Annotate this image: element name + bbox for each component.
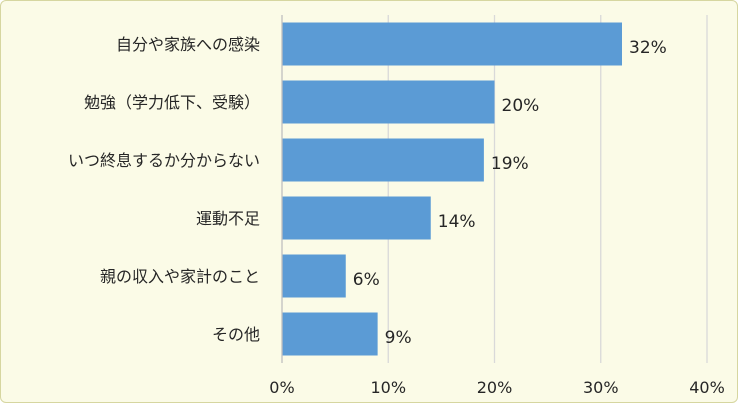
x-tick-label: 10%: [370, 378, 406, 397]
data-label: 14%: [438, 212, 476, 232]
bar: [282, 139, 484, 182]
data-label: 20%: [502, 96, 540, 116]
category-label: 運動不足: [196, 209, 260, 228]
data-label: 19%: [491, 154, 529, 174]
data-label: 32%: [629, 38, 667, 58]
category-label: 親の収入や家計のこと: [100, 267, 260, 286]
bar: [282, 255, 346, 298]
data-label: 9%: [385, 328, 412, 348]
bar: [282, 197, 431, 240]
bar: [282, 23, 622, 66]
category-label: 勉強（学力低下、受験）: [84, 93, 260, 112]
bar: [282, 81, 495, 124]
x-tick-label: 30%: [583, 378, 619, 397]
category-label: その他: [212, 325, 260, 344]
category-label: 自分や家族への感染: [116, 35, 260, 54]
x-tick-label: 0%: [269, 378, 294, 397]
x-tick-label: 40%: [689, 378, 725, 397]
category-label: いつ終息するか分からない: [68, 151, 260, 170]
x-tick-label: 20%: [477, 378, 513, 397]
data-label: 6%: [353, 270, 380, 290]
bar: [282, 313, 378, 356]
